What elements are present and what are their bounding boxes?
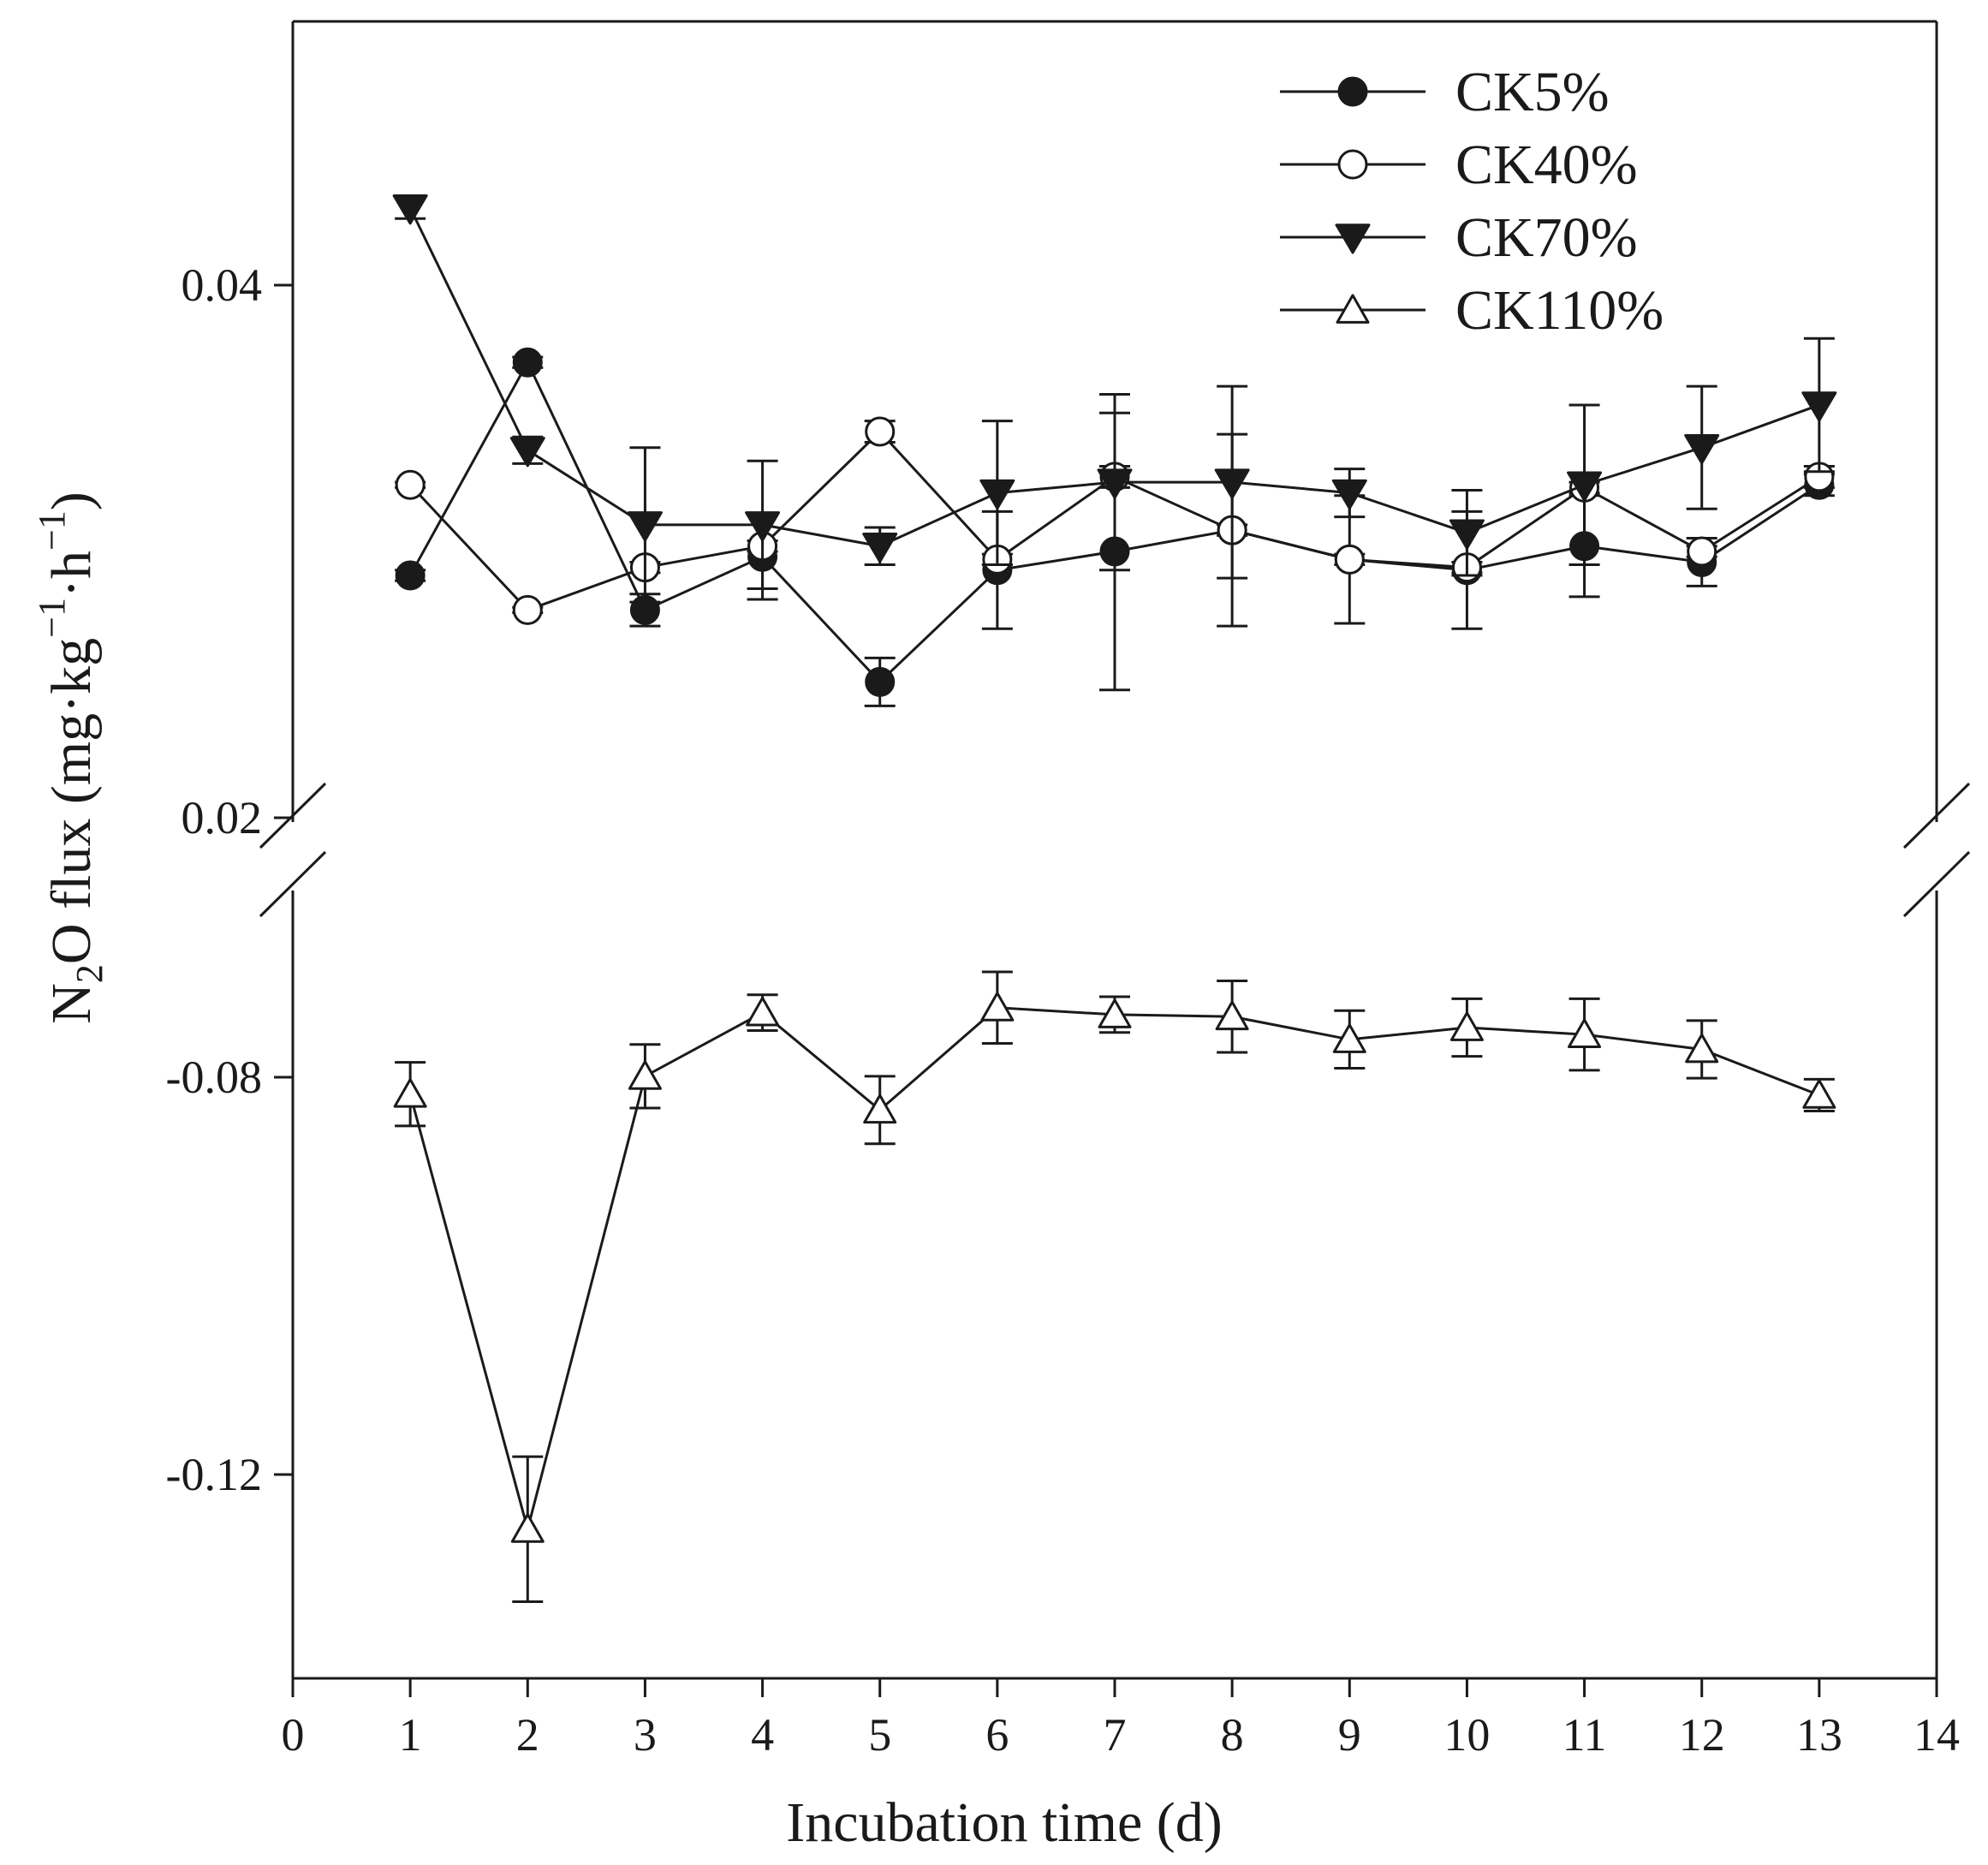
legend-label: CK110%: [1455, 279, 1664, 342]
legend-item: CK40%: [1280, 134, 1638, 196]
data-point: [395, 560, 426, 591]
x-tick-label: 6: [985, 1709, 1009, 1761]
x-axis-title: Incubation time (d): [786, 1791, 1223, 1854]
y-title-prefix: N: [40, 983, 103, 1024]
data-point: [1449, 519, 1485, 550]
data-point: [1214, 468, 1250, 499]
series-layer: [392, 194, 1837, 1603]
data-point: [1801, 391, 1837, 422]
legend-item: CK110%: [1280, 279, 1664, 342]
legend-marker: [1336, 294, 1370, 324]
data-point: [980, 992, 1015, 1022]
break-mark-right-bottom: [1902, 850, 1971, 918]
data-point: [979, 479, 1015, 510]
x-tick-label: 11: [1562, 1709, 1607, 1761]
data-point: [628, 1060, 662, 1090]
y-tick-label: 0.04: [182, 259, 263, 311]
legend-label: CK70%: [1455, 206, 1638, 269]
series-ck110pct: [393, 970, 1836, 1603]
x-tick-label: 5: [868, 1709, 891, 1761]
legend-label: CK40%: [1455, 134, 1638, 196]
data-point: [746, 997, 780, 1027]
x-tick-label: 8: [1221, 1709, 1244, 1761]
data-point: [393, 1078, 427, 1108]
data-point: [1687, 536, 1717, 567]
x-tick-label: 14: [1914, 1709, 1960, 1761]
data-point: [1098, 998, 1132, 1028]
legend-marker: [1337, 76, 1368, 107]
break-mark-left-top: [259, 782, 327, 849]
data-point: [1802, 1079, 1836, 1109]
legend-marker: [1337, 149, 1368, 180]
break-mark-left-bottom: [259, 850, 327, 918]
axis-break-marks: [259, 782, 1971, 918]
data-point: [865, 416, 896, 447]
data-point: [1568, 1018, 1602, 1049]
data-point: [1685, 1033, 1719, 1064]
x-tick-label: 7: [1104, 1709, 1127, 1761]
y-title-mid2: ·h: [40, 551, 103, 598]
x-tick-label: 12: [1679, 1709, 1725, 1761]
legend-label: CK5%: [1455, 61, 1610, 123]
series-ck70pct: [392, 194, 1837, 604]
data-point: [1567, 471, 1603, 502]
y-axis-ticks: 0.02 0.04 -0.08 -0.12: [166, 259, 293, 1500]
legend: CK5% CK40% CK70% CK110%: [1280, 61, 1664, 342]
y-title-subscript: 2: [68, 964, 110, 983]
y-title-suffix: ): [40, 492, 103, 510]
legend-marker: [1335, 223, 1371, 254]
x-tick-label: 1: [399, 1709, 422, 1761]
legend-item: CK5%: [1280, 61, 1610, 123]
y-axis-title: N2O flux (mg·kg−1·h−1): [31, 492, 110, 1024]
break-mark-right-top: [1902, 782, 1971, 849]
x-tick-label: 4: [751, 1709, 774, 1761]
legend-item: CK70%: [1280, 206, 1638, 269]
data-point: [862, 533, 898, 563]
y-title-mid: O flux (mg·kg: [40, 638, 103, 964]
data-point: [1449, 1011, 1484, 1041]
x-tick-label: 0: [282, 1709, 305, 1761]
data-point: [865, 666, 896, 697]
data-point: [1331, 479, 1367, 510]
y-tick-label: -0.12: [166, 1449, 262, 1500]
x-tick-label: 3: [634, 1709, 657, 1761]
x-tick-label: 10: [1443, 1709, 1490, 1761]
data-point: [1215, 1000, 1249, 1031]
y-tick-label: -0.08: [166, 1052, 262, 1103]
data-point: [510, 1513, 545, 1543]
y-tick-label: 0.02: [182, 792, 263, 843]
data-point: [627, 511, 663, 542]
data-point: [395, 469, 426, 500]
data-point: [1334, 544, 1365, 575]
x-tick-label: 9: [1338, 1709, 1361, 1761]
data-point: [509, 437, 545, 468]
x-axis-ticks: 0 1 2 3 4 5 6 7 8 9 10 11 12 13 14: [282, 1678, 1960, 1761]
y-title-superscript-b: −1: [31, 510, 73, 551]
data-point: [863, 1093, 897, 1124]
data-point: [1332, 1023, 1366, 1053]
data-point: [512, 594, 543, 625]
data-point: [745, 511, 781, 542]
data-point: [392, 194, 428, 225]
data-point: [1097, 468, 1133, 499]
data-point: [1684, 433, 1720, 465]
x-tick-label: 13: [1796, 1709, 1842, 1761]
x-tick-label: 2: [516, 1709, 539, 1761]
y-title-superscript-a: −1: [31, 598, 73, 638]
plot-frame: [291, 20, 1938, 1680]
data-point: [512, 347, 543, 378]
